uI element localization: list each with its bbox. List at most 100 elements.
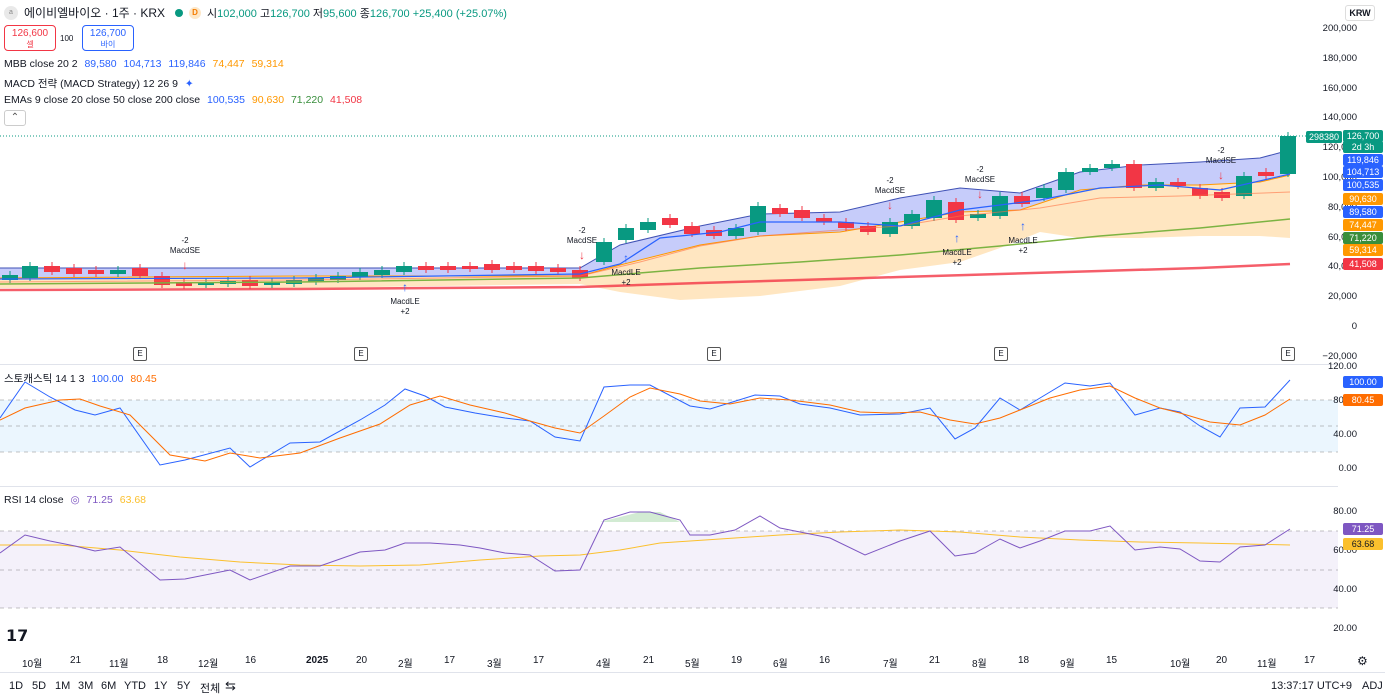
signal-label: MacdLE bbox=[390, 297, 419, 306]
price-axis-label: 60,000 bbox=[1328, 232, 1357, 243]
arrow-down-icon: ↓ bbox=[579, 248, 585, 262]
buy-button[interactable]: 126,700 바이 bbox=[82, 25, 134, 51]
range-button[interactable]: 1M bbox=[55, 680, 71, 692]
candle-body bbox=[66, 268, 82, 274]
signal-label: MacdSE bbox=[567, 236, 597, 245]
stoch-axis-label: 120.00 bbox=[1327, 361, 1357, 372]
time-axis-label: 19 bbox=[731, 655, 743, 666]
earnings-badge[interactable]: E bbox=[354, 347, 368, 361]
tradingview-logo-icon[interactable]: 𝟭𝟳 bbox=[6, 628, 29, 645]
range-button[interactable]: 5D bbox=[32, 680, 47, 692]
earnings-badge[interactable]: E bbox=[994, 347, 1008, 361]
stoch-d-tag: 80.45 bbox=[1343, 394, 1383, 406]
sell-label: 셀 bbox=[26, 40, 34, 49]
bottom-separator bbox=[0, 672, 1385, 673]
signal-label: MacdLE bbox=[611, 268, 640, 277]
stoch-k-line bbox=[0, 379, 1291, 468]
signal-label: MacdLE bbox=[942, 248, 971, 257]
price-tag: 126,700 bbox=[1343, 130, 1383, 142]
currency-selector[interactable]: KRW bbox=[1345, 5, 1375, 21]
earnings-badge[interactable]: E bbox=[133, 347, 147, 361]
candle-body bbox=[1236, 176, 1252, 196]
range-button[interactable]: 1Y bbox=[154, 680, 168, 692]
time-axis-label: 3월 bbox=[487, 659, 502, 670]
time-axis-label: 2025 bbox=[306, 655, 329, 666]
candle-body bbox=[352, 272, 368, 277]
signal-label: MacdSE bbox=[1206, 156, 1236, 165]
price-tag: 2d 3h bbox=[1343, 141, 1383, 153]
candle-body bbox=[462, 266, 478, 269]
time-axis-label: 17 bbox=[444, 655, 456, 666]
candle-body bbox=[44, 266, 60, 272]
stoch-k-tag: 100.00 bbox=[1343, 376, 1383, 388]
candle-body bbox=[484, 264, 500, 270]
candle-body bbox=[2, 275, 18, 280]
indicator-stoch[interactable]: 스토캐스틱 14 1 3 100.00 80.45 bbox=[4, 373, 157, 385]
rsi-line bbox=[0, 511, 1291, 581]
buy-label: 바이 bbox=[100, 40, 116, 49]
indicator-emas[interactable]: EMAs 9 close 20 close 50 close 200 close… bbox=[4, 94, 363, 106]
signal-label: +2 bbox=[400, 307, 410, 316]
adj-toggle[interactable]: ADJ bbox=[1362, 680, 1383, 692]
sell-button[interactable]: 126,600 셀 bbox=[4, 25, 56, 51]
time-axis-label: 16 bbox=[819, 655, 831, 666]
indicator-mbb[interactable]: MBB close 20 2 89,580 104,713 119,846 74… bbox=[4, 58, 284, 70]
collapse-legend-button[interactable]: ⌃ bbox=[4, 110, 26, 126]
candle-body bbox=[1126, 164, 1142, 188]
ema20-line bbox=[0, 191, 1291, 283]
signal-label: MacdSE bbox=[875, 186, 905, 195]
arrow-down-icon: ↓ bbox=[1218, 168, 1224, 182]
time-axis-label: 21 bbox=[643, 655, 655, 666]
volume-tag: 298380 bbox=[1306, 131, 1342, 143]
range-button[interactable]: YTD bbox=[124, 680, 146, 692]
price-axis-label: 120,000 bbox=[1322, 142, 1357, 154]
candle-body bbox=[198, 282, 214, 285]
indicator-macd[interactable]: MACD 전략 (MACD Strategy) 12 26 9 ✦ bbox=[4, 78, 194, 90]
price-tag: 104,713 bbox=[1343, 166, 1383, 178]
close-value: 126,700 bbox=[369, 7, 410, 20]
candle-body bbox=[1104, 164, 1120, 168]
signal-label: -2 bbox=[578, 226, 586, 235]
candle-body bbox=[88, 270, 104, 274]
rsi-ma-tag: 63.68 bbox=[1343, 538, 1383, 550]
earnings-badge[interactable]: E bbox=[1281, 347, 1295, 361]
settings-gear-icon[interactable]: ⚙ bbox=[1357, 654, 1368, 668]
earnings-badge[interactable]: E bbox=[707, 347, 721, 361]
time-axis-label: 18 bbox=[157, 655, 169, 666]
symbol-title[interactable]: 에이비엘바이오 · 1주 · KRX bbox=[24, 6, 165, 20]
signal-label: -2 bbox=[181, 236, 189, 245]
arrow-down-icon: ↓ bbox=[977, 187, 983, 201]
sell-price: 126,600 bbox=[11, 28, 49, 39]
candle-body bbox=[440, 266, 456, 270]
price-axis-label: 180,000 bbox=[1322, 52, 1357, 64]
range-button[interactable]: 3M bbox=[78, 680, 94, 692]
time-axis-label: 7월 bbox=[883, 659, 898, 670]
price-axis-label: 0 bbox=[1351, 321, 1357, 332]
chevron-up-icon: ⌃ bbox=[10, 112, 20, 123]
indicator-rsi[interactable]: RSI 14 close ◎ 71.25 63.68 bbox=[4, 494, 147, 506]
range-button[interactable]: 5Y bbox=[177, 680, 191, 692]
range-button[interactable]: 전체 bbox=[200, 683, 221, 695]
clock-time[interactable]: 13:37:17 UTC+9 bbox=[1271, 680, 1353, 692]
range-button[interactable]: 1D bbox=[9, 680, 24, 692]
rsi-band bbox=[0, 531, 1338, 608]
ema50-line bbox=[0, 218, 1291, 285]
range-button[interactable]: 6M bbox=[101, 680, 117, 692]
price-tag: 89,580 bbox=[1343, 206, 1383, 218]
calendar-range-icon[interactable]: ⇆ bbox=[225, 678, 236, 693]
rsi-axis-label: 60.00 bbox=[1333, 545, 1357, 556]
time-axis-label: 11월 bbox=[1257, 659, 1277, 670]
arrow-up-icon: ↑ bbox=[402, 280, 408, 294]
price-axis-label: 20,000 bbox=[1327, 291, 1357, 303]
upper-band-line bbox=[0, 149, 1291, 269]
price-axis-label: 140,000 bbox=[1322, 112, 1357, 124]
signal-label: MacdSE bbox=[170, 246, 200, 255]
candle-body bbox=[132, 268, 148, 276]
ema200-line bbox=[0, 262, 1291, 292]
high-value: 126,700 bbox=[270, 7, 310, 20]
spread-value: 100 bbox=[60, 34, 74, 43]
candle-body bbox=[1058, 172, 1074, 190]
candle-body bbox=[1170, 182, 1186, 186]
candle-body bbox=[264, 282, 280, 285]
